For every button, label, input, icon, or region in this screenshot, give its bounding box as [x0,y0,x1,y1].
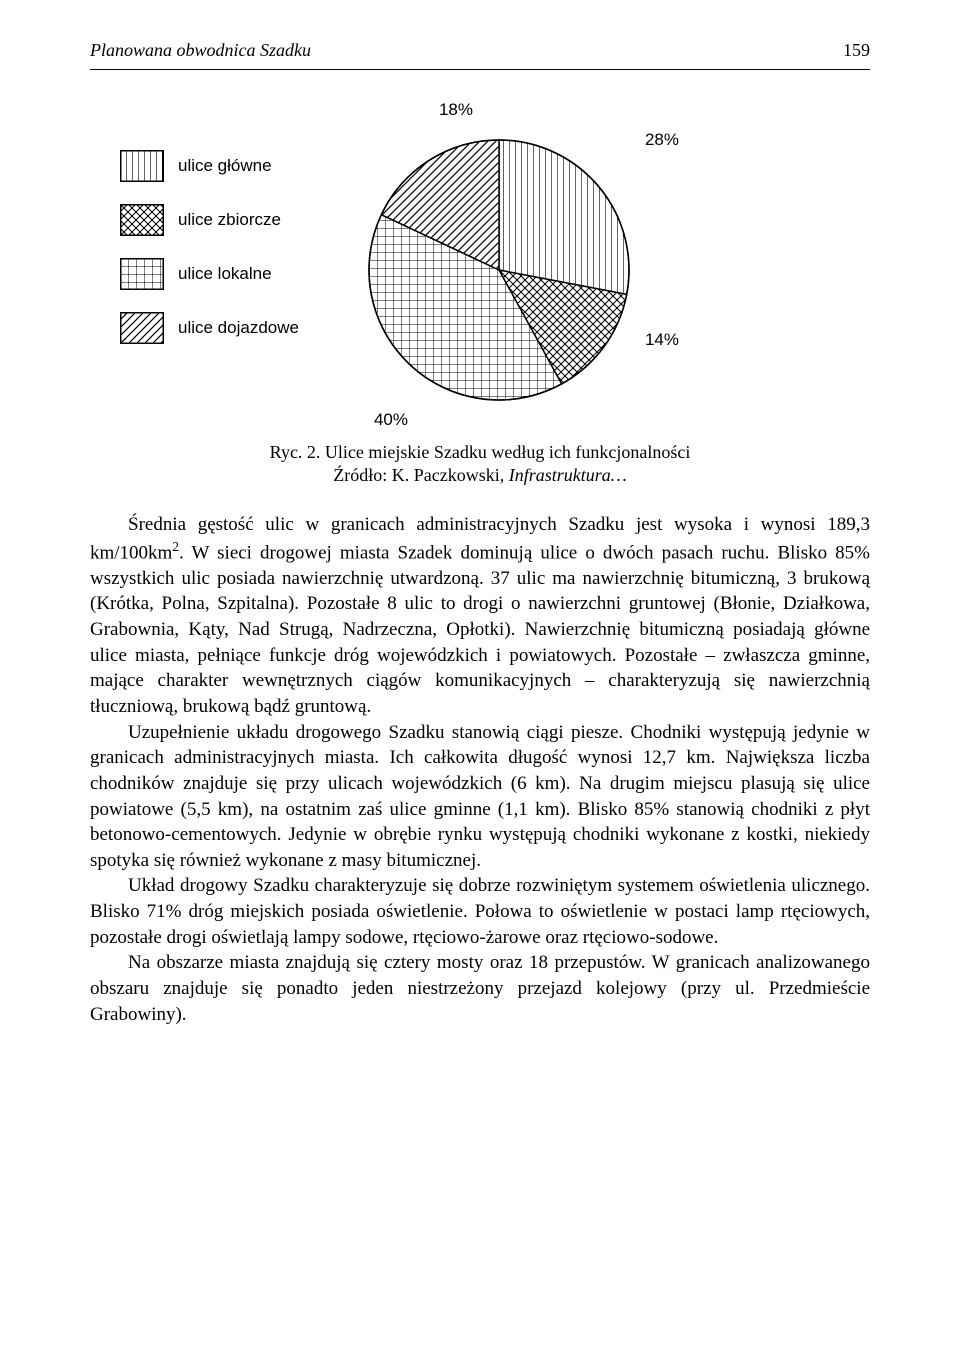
legend-label: ulice dojazdowe [178,318,299,338]
legend-swatch [120,258,164,290]
page-header: Planowana obwodnica Szadku 159 [90,40,870,61]
pie-chart: 18% 28% 14% 40% [329,100,679,430]
legend-item: ulice dojazdowe [120,312,299,344]
pie-label-40: 40% [374,410,408,430]
pie-label-28: 28% [645,130,679,150]
figure-source: Źródło: K. Paczkowski, Infrastruktura… [90,465,870,486]
p1-part-b: . W sieci drogowej miasta Szadek dominuj… [90,542,870,717]
figure-area: ulice główne ulice zbiorcze ulice lokalne u… [90,100,870,430]
paragraph-1: Średnia gęstość ulic w granicach adminis… [90,512,870,719]
legend-item: ulice zbiorcze [120,204,299,236]
source-prefix: Źródło: K. Paczkowski, [333,465,508,485]
source-italic: Infrastruktura… [509,465,627,485]
p1-sup: 2 [172,539,179,554]
legend-item: ulice lokalne [120,258,299,290]
paragraph-2: Uzupełnienie układu drogowego Szadku sta… [90,720,870,874]
legend-label: ulice zbiorcze [178,210,281,230]
pie-label-14: 14% [645,330,679,350]
legend-label: ulice główne [178,156,272,176]
pie-label-18: 18% [439,100,473,120]
legend-swatch [120,204,164,236]
page-number: 159 [843,40,870,61]
legend-item: ulice główne [120,150,299,182]
pie-svg [329,100,679,430]
header-title: Planowana obwodnica Szadku [90,40,311,61]
legend-label: ulice lokalne [178,264,272,284]
paragraph-4: Na obszarze miasta znajdują się cztery m… [90,950,870,1027]
header-rule [90,69,870,70]
chart-legend: ulice główne ulice zbiorcze ulice lokalne u… [120,150,299,344]
legend-swatch [120,150,164,182]
figure-caption: Ryc. 2. Ulice miejskie Szadku według ich… [90,440,870,465]
body-text: Średnia gęstość ulic w granicach adminis… [90,512,870,1027]
legend-swatch [120,312,164,344]
paragraph-3: Układ drogowy Szadku charakteryzuje się … [90,873,870,950]
